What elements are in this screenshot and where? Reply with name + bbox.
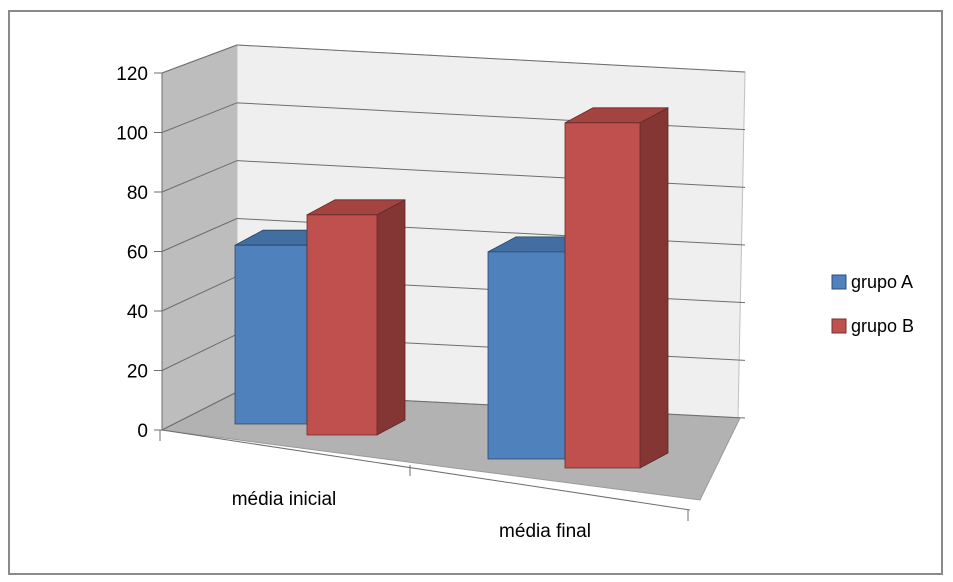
bar-front-face: [307, 215, 377, 435]
bar-front-face: [488, 252, 565, 459]
y-tick-label: 120: [116, 64, 148, 85]
legend: grupo A grupo B: [832, 272, 914, 336]
bar-side-face: [377, 200, 405, 435]
bar-side-face: [640, 108, 668, 468]
side-wall: [162, 45, 237, 430]
y-tick-label: 40: [127, 302, 148, 323]
legend-swatch: [832, 275, 846, 289]
y-tick-label: 60: [127, 243, 148, 264]
y-tick-label: 100: [116, 124, 148, 145]
legend-label: grupo B: [851, 316, 914, 336]
y-tick-label: 0: [137, 421, 148, 442]
x-tick-label: média inicial: [232, 489, 337, 510]
bar-front-face: [235, 245, 307, 424]
legend-swatch: [832, 319, 846, 333]
bar-grupo-b-1: [565, 108, 668, 468]
legend-item: grupo A: [832, 272, 913, 292]
legend-label: grupo A: [851, 272, 913, 292]
y-tick-label: 20: [127, 362, 148, 383]
x-tick-label: média final: [499, 521, 591, 542]
y-axis: 0 20 40 60 80 100 120: [116, 64, 162, 442]
legend-item: grupo B: [832, 316, 914, 336]
y-tick-label: 80: [127, 183, 148, 204]
bar-front-face: [565, 123, 640, 468]
bar-grupo-b-0: [307, 200, 405, 435]
